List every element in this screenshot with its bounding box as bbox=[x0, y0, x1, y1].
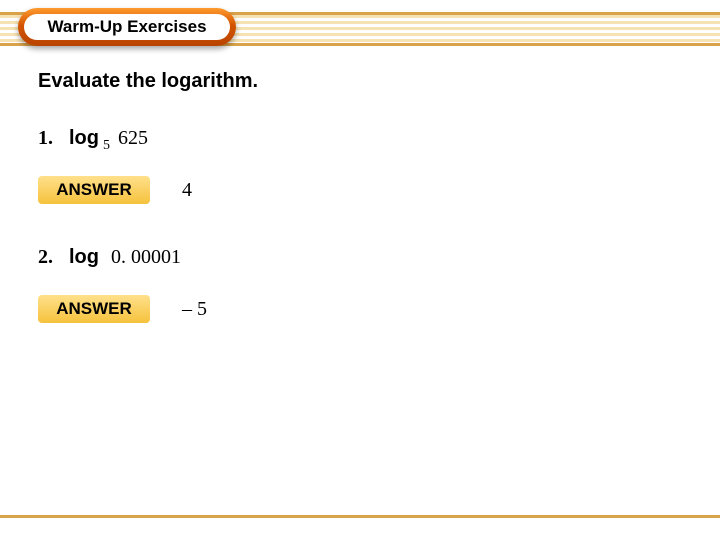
problem-1: 1. log5 625 ANSWER 4 bbox=[38, 127, 678, 204]
problem-2-answer-row: ANSWER – 5 bbox=[38, 295, 678, 323]
problem-2: 2. log 0. 00001 ANSWER – 5 bbox=[38, 246, 678, 323]
problem-2-log: log bbox=[69, 246, 99, 269]
instruction-text: Evaluate the logarithm. bbox=[38, 70, 678, 93]
problem-1-expression: 1. log5 625 bbox=[38, 127, 678, 150]
title-pill: Warm-Up Exercises bbox=[18, 8, 236, 46]
problem-1-log: log bbox=[69, 127, 99, 150]
page-title: Warm-Up Exercises bbox=[47, 17, 206, 37]
answer-label-1: ANSWER bbox=[56, 180, 132, 200]
problem-2-expression: 2. log 0. 00001 bbox=[38, 246, 678, 269]
problem-1-number: 1. bbox=[38, 127, 53, 150]
answer-label-2: ANSWER bbox=[56, 299, 132, 319]
problem-1-operand: 625 bbox=[118, 127, 148, 150]
content-area: Evaluate the logarithm. 1. log5 625 ANSW… bbox=[38, 70, 678, 365]
problem-2-operand: 0. 00001 bbox=[111, 246, 181, 269]
answer-value-2: – 5 bbox=[182, 298, 207, 321]
answer-badge-2: ANSWER bbox=[38, 295, 150, 323]
answer-badge-1: ANSWER bbox=[38, 176, 150, 204]
footer-divider bbox=[0, 515, 720, 518]
problem-1-answer-row: ANSWER 4 bbox=[38, 176, 678, 204]
problem-1-subscript: 5 bbox=[103, 138, 110, 154]
title-pill-inner: Warm-Up Exercises bbox=[24, 14, 230, 40]
answer-value-1: 4 bbox=[182, 179, 192, 202]
problem-2-number: 2. bbox=[38, 246, 53, 269]
